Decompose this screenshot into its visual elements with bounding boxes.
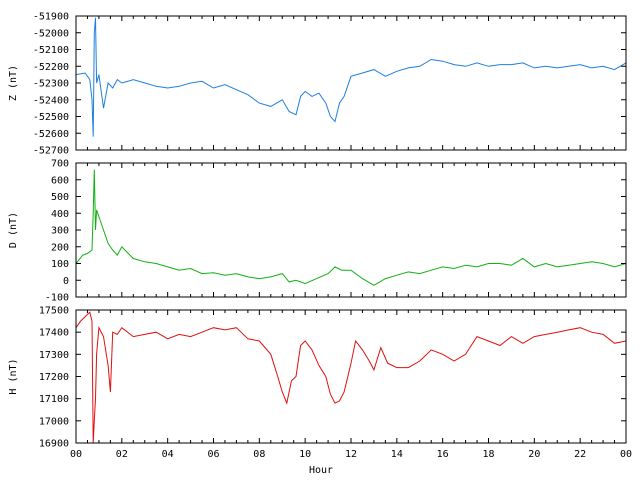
y-tick-label: 17500 <box>39 306 69 317</box>
y-tick-label: -100 <box>45 293 69 304</box>
y-tick-label: 17100 <box>39 394 69 405</box>
y-tick-label: -52100 <box>33 45 69 56</box>
y-axis-label-3: H (nT) <box>8 358 19 394</box>
y-tick-label: 100 <box>51 259 69 270</box>
x-tick-label: 04 <box>162 449 174 460</box>
x-tick-label: 02 <box>116 449 128 460</box>
y-tick-label: 300 <box>51 226 69 237</box>
y-tick-label: -52700 <box>33 146 69 157</box>
x-tick-label: 16 <box>437 449 449 460</box>
y-tick-label: 200 <box>51 242 69 253</box>
y-tick-label: -52000 <box>33 28 69 39</box>
y-tick-label: 17300 <box>39 350 69 361</box>
x-tick-label: 20 <box>528 449 540 460</box>
x-tick-label: 22 <box>574 449 586 460</box>
y-tick-label: 700 <box>51 159 69 170</box>
x-tick-label: 00 <box>620 449 632 460</box>
y-axis-label-1: Z (nT) <box>8 65 19 101</box>
series-line-2 <box>75 169 627 286</box>
x-tick-label: 10 <box>299 449 311 460</box>
y-tick-label: 16900 <box>39 439 69 450</box>
x-tick-label: 00 <box>70 449 82 460</box>
y-tick-label: -52200 <box>33 62 69 73</box>
y-tick-label: 17200 <box>39 372 69 383</box>
x-tick-label: 06 <box>207 449 219 460</box>
x-tick-label: 18 <box>482 449 494 460</box>
y-tick-label: 17400 <box>39 328 69 339</box>
y-axis-label-2: D (nT) <box>8 212 19 248</box>
x-tick-label: 14 <box>391 449 403 460</box>
series-line-3 <box>75 311 627 444</box>
y-tick-label: -52500 <box>33 112 69 123</box>
y-tick-label: 0 <box>63 276 69 287</box>
x-axis-label: Hour <box>309 465 333 476</box>
y-tick-label: -52300 <box>33 79 69 90</box>
x-tick-label: 08 <box>253 449 265 460</box>
x-tick-label: 12 <box>345 449 357 460</box>
y-tick-label: 600 <box>51 175 69 186</box>
panels: -51900 -52000 -52100 -52200 -52300 -52400 -525… <box>8 12 632 461</box>
y-tick-label: -52600 <box>33 129 69 140</box>
y-tick-label: 400 <box>51 209 69 220</box>
y-tick-label: 500 <box>51 192 69 203</box>
series-line-1 <box>75 17 627 137</box>
y-tick-label: -52400 <box>33 95 69 106</box>
y-tick-label: 17000 <box>39 416 69 427</box>
y-tick-label: -51900 <box>33 12 69 23</box>
